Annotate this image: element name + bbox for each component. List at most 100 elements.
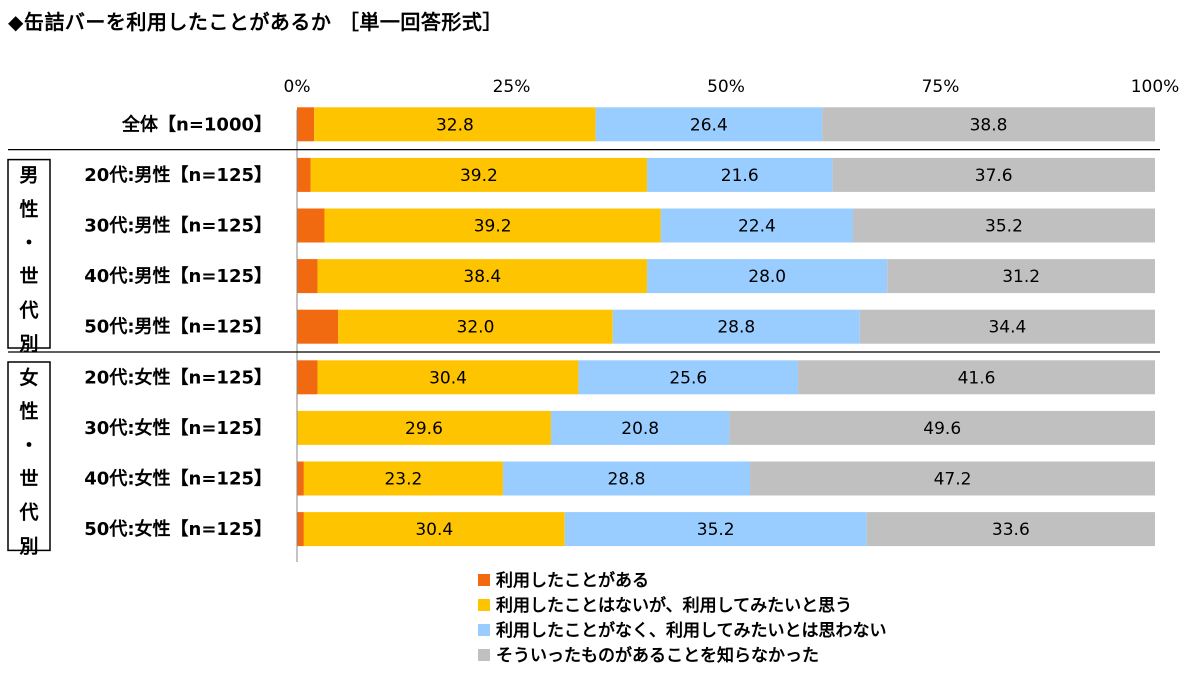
group-label-char: 別	[19, 535, 38, 557]
bar-segment	[317, 360, 579, 395]
group-label-char: 世	[19, 468, 38, 490]
x-tick-label: 50%	[707, 77, 745, 97]
category-label: 40代:女性【n=125】	[84, 468, 272, 490]
bar-segment	[822, 107, 1155, 142]
bar-segment	[595, 107, 823, 142]
bar-segment	[324, 208, 661, 243]
data-label: 28.0	[748, 267, 786, 287]
bar-segment	[578, 360, 799, 395]
legend-label: 利用したことがなく、利用してみたいとは思わない	[496, 620, 887, 641]
data-label: 41.6	[958, 368, 996, 388]
data-label: 49.6	[923, 419, 961, 439]
category-label: 40代:男性【n=125】	[84, 265, 272, 287]
bar-segment	[297, 309, 339, 344]
bar-segment	[798, 360, 1155, 395]
bar-segment	[314, 107, 596, 142]
bar-segment	[303, 512, 565, 547]
bar-segment	[647, 259, 888, 294]
group-label-char: 女	[19, 366, 38, 389]
bar-segment	[297, 512, 304, 547]
category-label: 20代:女性【n=125】	[84, 366, 272, 388]
group-label-char: 男	[19, 165, 38, 187]
legend-swatch	[478, 574, 490, 586]
bar-segment	[502, 461, 751, 496]
bar-segment	[310, 157, 648, 192]
data-label: 35.2	[697, 520, 735, 540]
group-label-char: 性	[19, 197, 38, 220]
group-label-char: 代	[18, 299, 38, 321]
bar-segment	[297, 410, 551, 445]
group-label-char: 代	[18, 502, 38, 524]
category-label: 30代:女性【n=125】	[84, 417, 272, 439]
data-label: 29.6	[405, 419, 443, 439]
data-label: 21.6	[721, 166, 759, 186]
x-tick-label: 75%	[922, 77, 960, 97]
bar-segment	[297, 259, 318, 294]
bar-segment	[297, 208, 325, 243]
bar-segment	[660, 208, 853, 243]
legend-swatch	[478, 599, 490, 611]
data-label: 37.6	[975, 166, 1013, 186]
bar-segment	[887, 259, 1155, 294]
bar-segment	[303, 461, 503, 496]
bar-segment	[297, 461, 304, 496]
bar-segment	[338, 309, 613, 344]
data-label: 31.2	[1002, 267, 1040, 287]
data-label: 39.2	[460, 166, 498, 186]
data-label: 20.8	[621, 419, 659, 439]
data-label: 34.4	[988, 318, 1026, 338]
data-label: 33.6	[992, 520, 1030, 540]
legend-label: 利用したことがある	[496, 570, 649, 591]
group-label-char: ・	[19, 434, 38, 456]
category-label: 20代:男性【n=125】	[84, 164, 272, 186]
legend-label: そういったものがあることを知らなかった	[496, 645, 819, 666]
group-box	[7, 158, 51, 349]
category-label: 50代:男性【n=125】	[84, 316, 272, 338]
data-label: 30.4	[429, 368, 467, 388]
bar-segment	[564, 512, 867, 547]
bar-segment	[866, 512, 1155, 547]
category-label: 30代:男性【n=125】	[84, 215, 272, 237]
data-label: 38.8	[970, 115, 1008, 135]
bar-segment	[317, 259, 648, 294]
group-box	[7, 361, 51, 552]
data-label: 30.4	[415, 520, 453, 540]
data-label: 28.8	[717, 318, 755, 338]
data-label: 23.2	[384, 470, 422, 490]
group-label-char: 別	[19, 333, 38, 355]
bar-segment	[750, 461, 1155, 496]
x-tick-label: 0%	[284, 77, 311, 97]
bar-segment	[297, 157, 311, 192]
bar-segment	[859, 309, 1155, 344]
category-label: 全体【n=1000】	[121, 113, 272, 135]
bar-segment	[647, 157, 833, 192]
data-label: 25.6	[669, 368, 707, 388]
legend-swatch	[478, 624, 490, 636]
category-label: 50代:女性【n=125】	[84, 518, 272, 540]
data-label: 35.2	[985, 217, 1023, 237]
legend-swatch	[478, 649, 490, 661]
data-label: 39.2	[474, 217, 512, 237]
bar-segment	[550, 410, 730, 445]
bar-segment	[612, 309, 860, 344]
data-label: 38.4	[463, 267, 501, 287]
bar-segment	[852, 208, 1155, 243]
group-label-char: ・	[19, 232, 38, 254]
bar-segment	[297, 360, 318, 395]
legend-label: 利用したことはないが、利用してみたいと思う	[496, 595, 852, 616]
data-label: 22.4	[738, 217, 776, 237]
chart-title: ◆缶詰バーを利用したことがあるか ［単一回答形式］	[8, 10, 503, 34]
data-label: 47.2	[934, 470, 972, 490]
group-label-char: 世	[19, 266, 38, 288]
bar-segment	[729, 410, 1155, 445]
data-label: 32.0	[457, 318, 495, 338]
data-label: 28.8	[608, 470, 646, 490]
x-tick-label: 100%	[1131, 77, 1180, 97]
x-tick-label: 25%	[493, 77, 531, 97]
bar-segment	[297, 107, 315, 142]
group-label-char: 性	[19, 400, 38, 423]
bar-segment	[832, 157, 1155, 192]
data-label: 26.4	[690, 115, 728, 135]
data-label: 32.8	[436, 115, 474, 135]
